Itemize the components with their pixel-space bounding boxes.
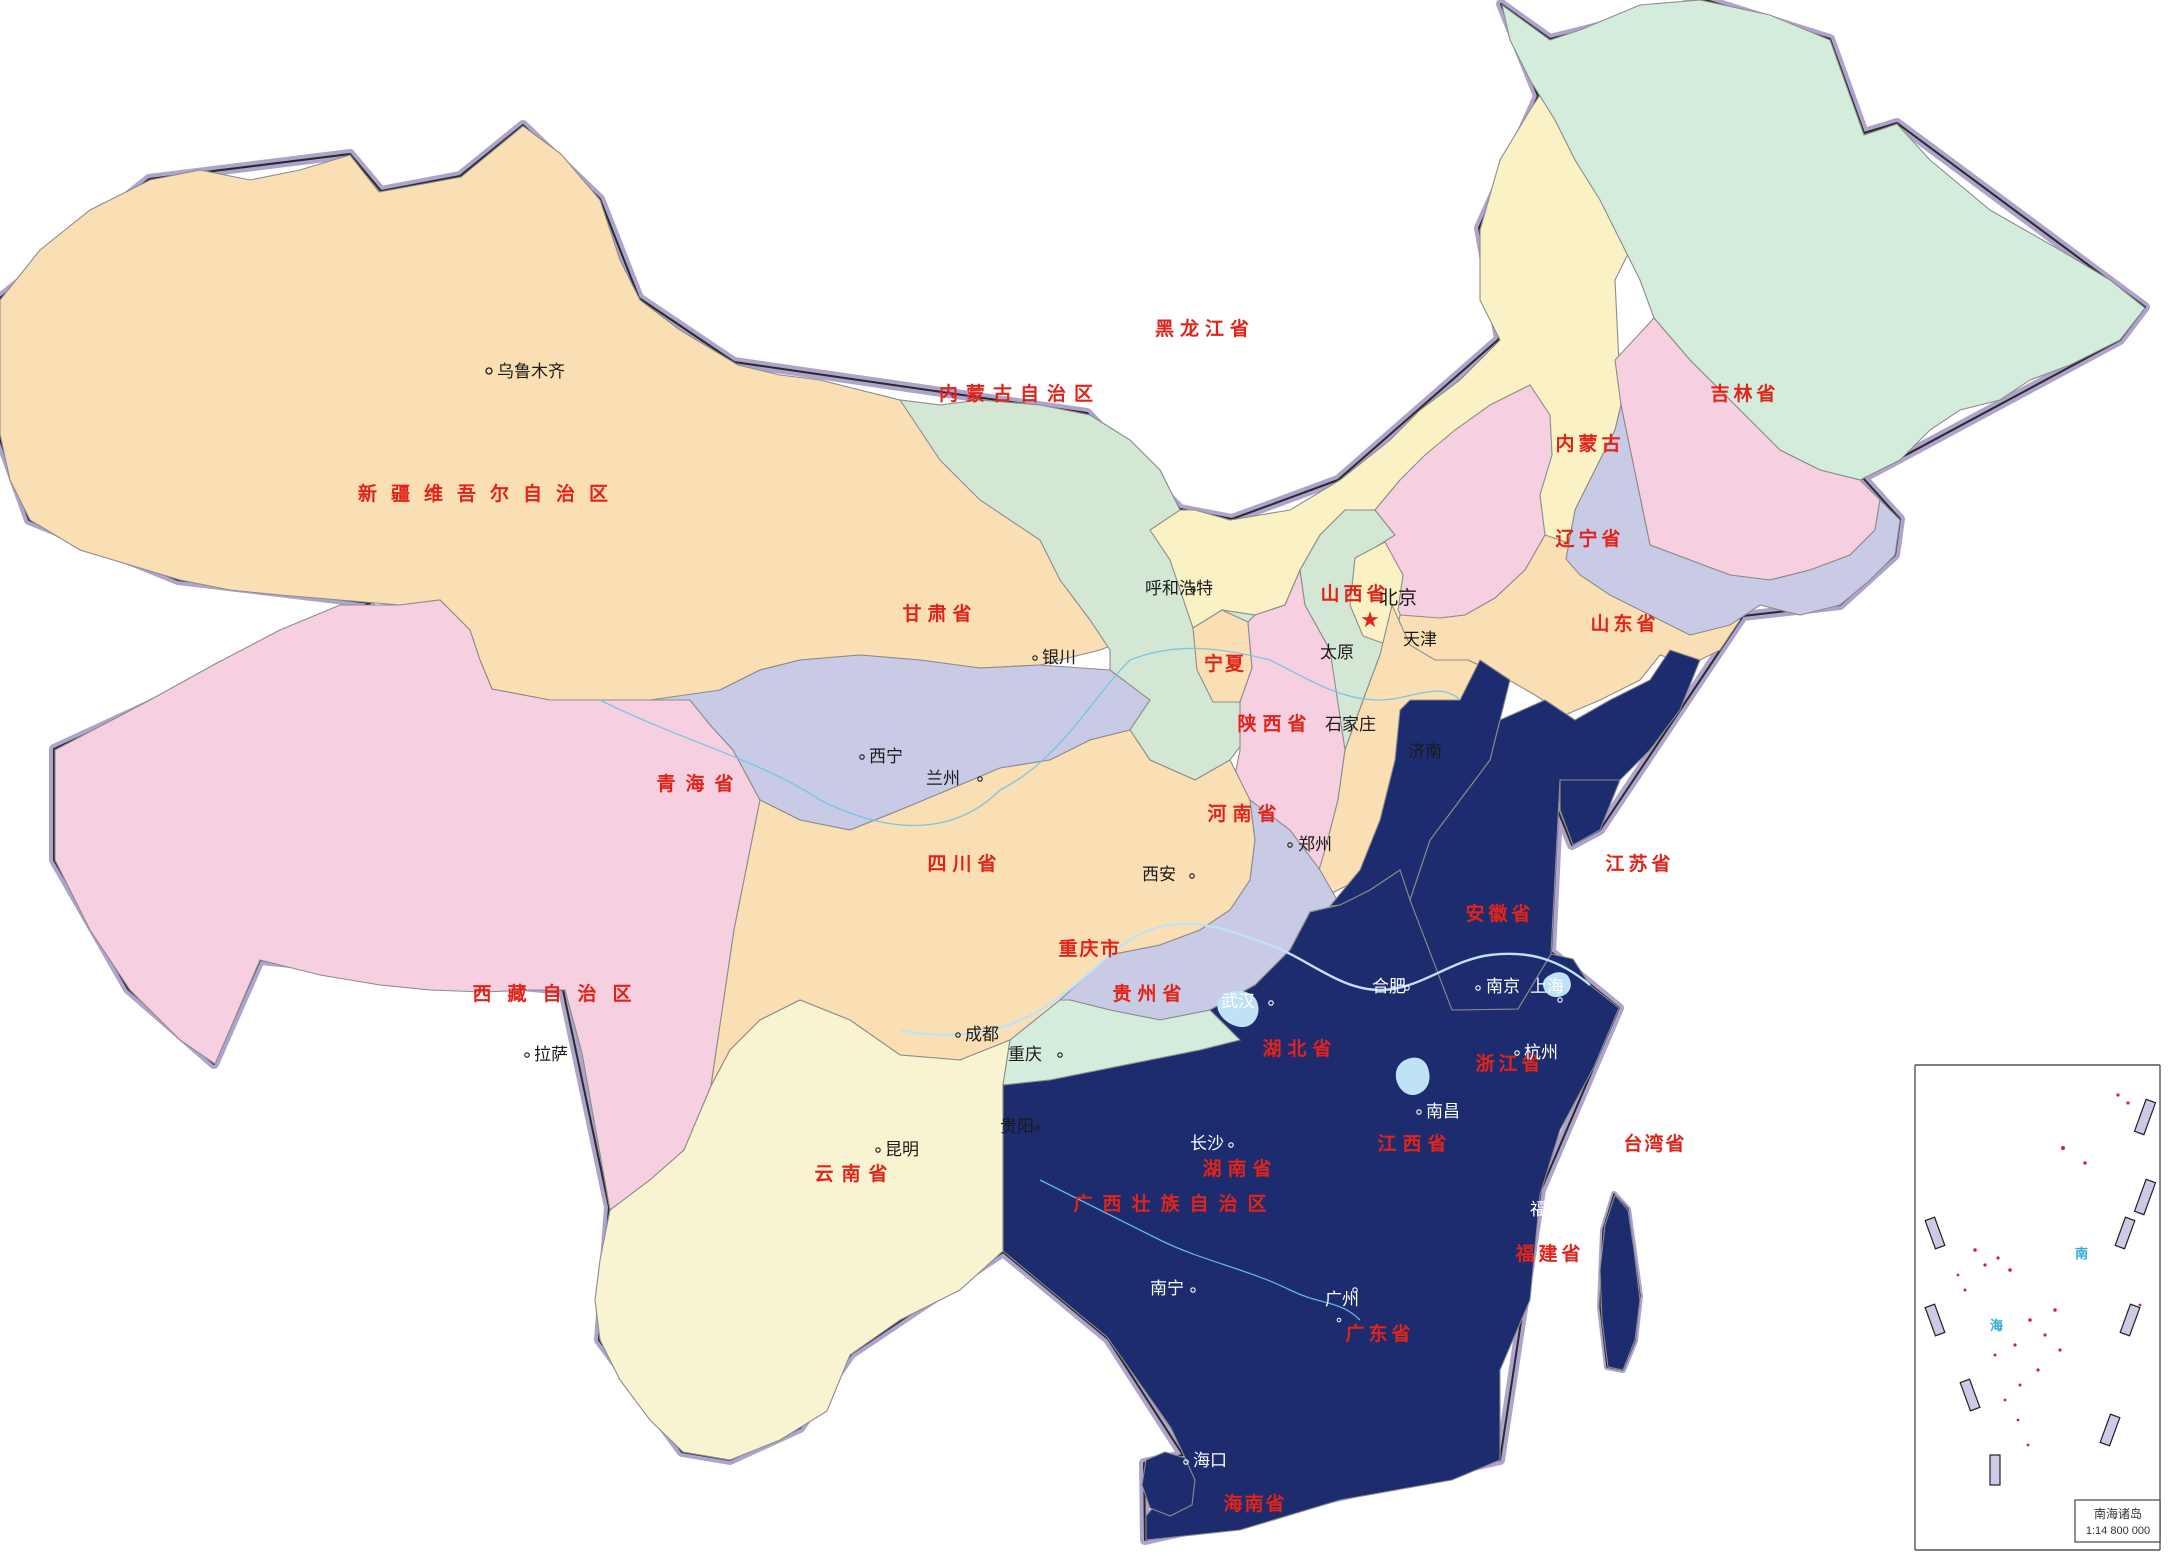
svg-text:四川省: 四川省 [927,853,1002,875]
svg-text:湖南省: 湖南省 [1202,1158,1277,1180]
svg-text:长沙: 长沙 [1190,1134,1224,1153]
svg-text:福州: 福州 [1530,1200,1564,1219]
svg-text:西安: 西安 [1142,865,1176,884]
svg-text:济南: 济南 [1408,742,1442,761]
svg-text:广东省: 广东省 [1345,1322,1414,1345]
svg-text:江苏省: 江苏省 [1605,852,1674,875]
svg-text:北京: 北京 [1379,587,1417,609]
svg-text:贵阳: 贵阳 [1000,1117,1034,1136]
svg-text:贵州省: 贵州省 [1112,983,1187,1005]
svg-text:乌鲁木齐: 乌鲁木齐 [497,362,565,381]
svg-text:1:14 800 000: 1:14 800 000 [2086,1525,2150,1537]
svg-text:宁夏: 宁夏 [1204,652,1246,675]
svg-text:台湾省: 台湾省 [1623,1132,1686,1155]
svg-text:江西省: 江西省 [1377,1133,1452,1155]
svg-text:湖北省: 湖北省 [1262,1038,1337,1060]
svg-text:云南省: 云南省 [814,1163,895,1185]
svg-text:杭州: 杭州 [1524,1043,1558,1062]
svg-text:石家庄: 石家庄 [1325,715,1376,734]
svg-text:昆明: 昆明 [885,1140,919,1159]
svg-text:内蒙古: 内蒙古 [1555,432,1624,455]
svg-text:武汉: 武汉 [1221,992,1255,1011]
svg-text:甘肃省: 甘肃省 [902,602,977,625]
svg-text:上海: 上海 [1530,977,1564,996]
svg-text:★: ★ [1360,607,1380,632]
svg-text:合肥: 合肥 [1372,977,1406,996]
svg-text:成都: 成都 [965,1025,999,1044]
svg-text:广州: 广州 [1325,1290,1359,1309]
svg-text:南: 南 [2075,1246,2088,1261]
svg-text:郑州: 郑州 [1298,835,1332,854]
svg-text:内蒙古自治区: 内蒙古自治区 [939,382,1101,405]
svg-text:重庆: 重庆 [1008,1045,1042,1064]
svg-text:青海省: 青海省 [656,772,743,795]
svg-text:黑龙江省: 黑龙江省 [1155,317,1255,340]
svg-text:西藏自治区: 西藏自治区 [472,982,647,1005]
svg-text:福建省: 福建省 [1514,1242,1584,1265]
svg-text:呼和浩特: 呼和浩特 [1145,579,1213,598]
svg-text:辽宁省: 辽宁省 [1555,527,1624,550]
svg-text:新疆维吾尔自治区: 新疆维吾尔自治区 [358,482,622,505]
svg-text:银川: 银川 [1042,648,1076,667]
svg-text:海: 海 [1990,1318,2003,1333]
svg-text:南海诸岛: 南海诸岛 [2094,1506,2142,1521]
svg-text:吉林省: 吉林省 [1710,382,1779,405]
svg-text:安徽省: 安徽省 [1465,902,1534,925]
svg-text:陕西省: 陕西省 [1237,712,1312,735]
svg-text:天津: 天津 [1403,630,1437,649]
svg-text:西宁: 西宁 [869,747,903,766]
svg-text:海口: 海口 [1193,1451,1227,1470]
svg-text:广西壮族自治区: 广西壮族自治区 [1073,1192,1276,1215]
svg-text:拉萨: 拉萨 [534,1045,568,1064]
svg-text:太原: 太原 [1320,643,1354,662]
svg-text:南宁: 南宁 [1150,1279,1184,1298]
svg-text:山东省: 山东省 [1590,612,1659,635]
svg-text:台北: 台北 [1718,1153,1752,1172]
svg-text:兰州: 兰州 [926,769,960,788]
svg-text:海南省: 海南省 [1223,1492,1286,1515]
svg-text:重庆市: 重庆市 [1058,937,1121,960]
svg-text:河南省: 河南省 [1207,803,1282,825]
svg-text:南昌: 南昌 [1426,1102,1460,1121]
svg-text:南京: 南京 [1486,977,1520,996]
